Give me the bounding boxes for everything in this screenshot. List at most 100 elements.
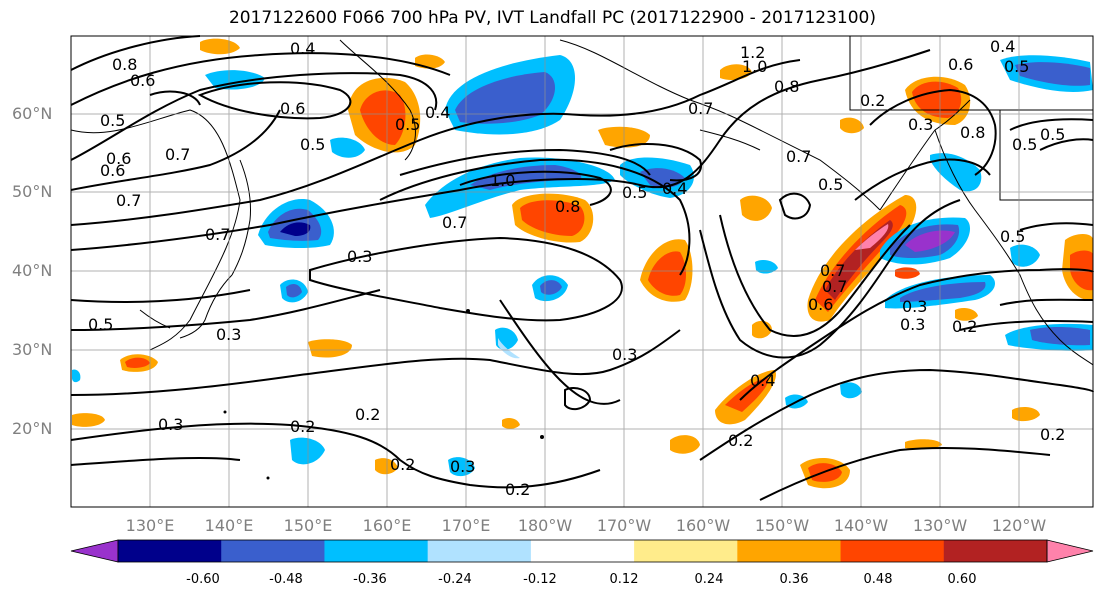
contour-label: 0.3 xyxy=(347,247,372,266)
contour-label: 0.2 xyxy=(505,480,530,499)
contour-label: 0.4 xyxy=(662,179,687,198)
contour-label: 1.2 xyxy=(740,43,765,62)
coastline xyxy=(179,274,233,339)
lon-label: 170°W xyxy=(596,516,652,535)
contour-label: 0.6 xyxy=(106,149,131,168)
positive-anomaly-patch xyxy=(308,339,352,358)
pv-contour xyxy=(1019,222,1094,231)
pv-contours xyxy=(70,35,1094,501)
coastline xyxy=(934,129,1094,366)
pv-contour xyxy=(564,387,592,411)
contour-label: 0.5 xyxy=(818,175,843,194)
contour-label: 0.2 xyxy=(390,455,415,474)
contour-label: 0.4 xyxy=(990,37,1015,56)
coastlines xyxy=(70,36,1094,366)
pv-contour xyxy=(719,214,911,337)
contour-label: 0.5 xyxy=(1040,125,1065,144)
pv-contour xyxy=(70,52,451,106)
colorbar-tick-label: -0.12 xyxy=(523,572,557,587)
contour-label: 0.7 xyxy=(822,277,847,296)
colorbar-extension-low xyxy=(70,539,119,563)
lon-label: 140°W xyxy=(833,516,889,535)
negative-anomaly-patch xyxy=(330,137,365,158)
contour-label: 0.5 xyxy=(1004,57,1029,76)
negative-anomaly-patch xyxy=(455,72,556,124)
coastline xyxy=(231,159,251,276)
contour-label: 0.2 xyxy=(860,91,885,110)
colorbar-tick-label: 0.24 xyxy=(694,572,724,587)
positive-anomaly-patch xyxy=(502,417,520,429)
coastline xyxy=(559,39,881,211)
lat-label: 40°N xyxy=(12,261,53,280)
lat-label: 20°N xyxy=(12,419,53,438)
contour-label: 0.2 xyxy=(355,405,380,424)
pv-contour xyxy=(70,456,241,466)
pv-contour xyxy=(1039,138,1094,151)
contour-label: 0.3 xyxy=(900,315,925,334)
negative-anomaly-patch xyxy=(498,338,520,359)
colorbar-segment xyxy=(840,540,945,562)
negative-anomaly-patch xyxy=(286,284,302,298)
positive-anomaly-patch xyxy=(360,90,406,145)
negative-anomaly-patch xyxy=(840,382,862,399)
colorbar-tick-label: 0.36 xyxy=(779,572,809,587)
lat-label: 60°N xyxy=(12,104,53,123)
pv-contour xyxy=(309,236,623,322)
colorbar-segment xyxy=(943,540,1048,562)
pv-contour xyxy=(499,299,621,405)
contour-label: 0.7 xyxy=(205,225,230,244)
island xyxy=(466,309,470,313)
contour-label: 0.6 xyxy=(130,71,155,90)
contour-label: 0.3 xyxy=(216,325,241,344)
contour-label: 0.4 xyxy=(290,39,315,58)
colorbar-segment xyxy=(221,540,325,562)
positive-anomaly-patch xyxy=(840,117,864,134)
pv-contour xyxy=(854,158,991,201)
pv-contour xyxy=(197,81,352,120)
pv-contour xyxy=(609,143,702,182)
negative-anomaly-patch xyxy=(1015,62,1090,86)
pv-contour xyxy=(70,59,801,226)
lon-label: 140°E xyxy=(204,516,254,535)
pv-contour xyxy=(379,158,691,276)
pv-contour xyxy=(70,109,281,191)
contour-label: 0.7 xyxy=(116,191,141,210)
pv-contour xyxy=(70,422,601,489)
contour-label: 0.5 xyxy=(1000,227,1025,246)
contour-label: 0.5 xyxy=(88,315,113,334)
positive-anomaly-patch xyxy=(855,224,889,250)
pv-contour xyxy=(959,319,1094,331)
islands xyxy=(223,309,544,480)
colorbar-tick-label: 0.48 xyxy=(863,572,893,587)
colorbar-segment xyxy=(118,540,222,562)
coastline xyxy=(70,109,241,351)
pv-contour xyxy=(699,199,961,359)
contour-label: 0.8 xyxy=(774,77,799,96)
lon-label: 150°E xyxy=(283,516,333,535)
lon-label: 160°E xyxy=(362,516,412,535)
contour-label: 0.6 xyxy=(948,55,973,74)
contour-label: 0.7 xyxy=(442,213,467,232)
contour-label: 0.7 xyxy=(165,145,190,164)
negative-anomaly-patch xyxy=(1030,327,1090,346)
pv-contour xyxy=(70,35,201,71)
contour-label: 0.5 xyxy=(300,135,325,154)
positive-anomaly-patch xyxy=(72,413,105,427)
pv-contour xyxy=(70,329,681,396)
positive-anomaly-patch xyxy=(648,251,686,296)
contour-label: 0.7 xyxy=(820,261,845,280)
island xyxy=(540,435,544,439)
coastline xyxy=(999,110,1093,201)
pv-contour xyxy=(70,72,438,161)
contour-label: 0.7 xyxy=(688,99,713,118)
contour-label: 0.2 xyxy=(1040,425,1065,444)
colorbar-extension-high xyxy=(1046,539,1094,563)
contour-label: 0.6 xyxy=(100,161,125,180)
lat-label: 50°N xyxy=(12,182,53,201)
positive-anomaly-patch xyxy=(200,38,240,55)
colorbar-segment xyxy=(324,540,429,562)
pv-contour xyxy=(778,192,812,220)
pv-contour xyxy=(759,446,1051,501)
contour-label: 0.2 xyxy=(952,317,977,336)
